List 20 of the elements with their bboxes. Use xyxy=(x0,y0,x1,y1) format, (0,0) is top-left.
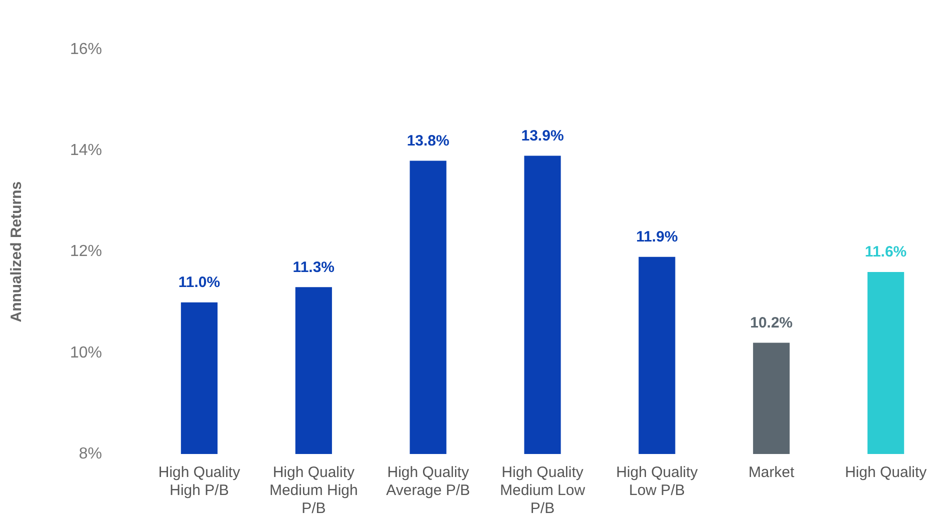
y-tick-label: 10% xyxy=(70,344,102,362)
x-tick-label: High Quality Low P/B xyxy=(616,464,698,500)
data-label: 11.3% xyxy=(292,258,335,276)
data-label: 13.9% xyxy=(521,127,564,144)
x-tick-label: High Quality xyxy=(844,464,928,482)
data-label: 11.6% xyxy=(864,244,907,261)
x-tick-label: High Quality High P/B xyxy=(158,464,241,500)
data-label: 11.9% xyxy=(636,228,678,246)
x-tick-label: High Quality Medium High P/B xyxy=(269,464,358,518)
y-axis-title: Annualized Returns xyxy=(8,181,26,322)
y-tick-label: 12% xyxy=(70,243,102,260)
x-tick-label: Market xyxy=(748,464,796,482)
y-tick-label: 16% xyxy=(70,41,102,58)
x-tick-label: High Quality Average P/B xyxy=(386,464,470,500)
x-tick-label: High Quality Medium Low P/B xyxy=(500,464,586,518)
data-label: 11.0% xyxy=(178,274,220,291)
data-label: 13.8% xyxy=(406,132,450,150)
data-label: 10.2% xyxy=(750,314,793,332)
y-tick-label: 8% xyxy=(78,445,102,462)
y-tick-label: 14% xyxy=(70,142,102,160)
